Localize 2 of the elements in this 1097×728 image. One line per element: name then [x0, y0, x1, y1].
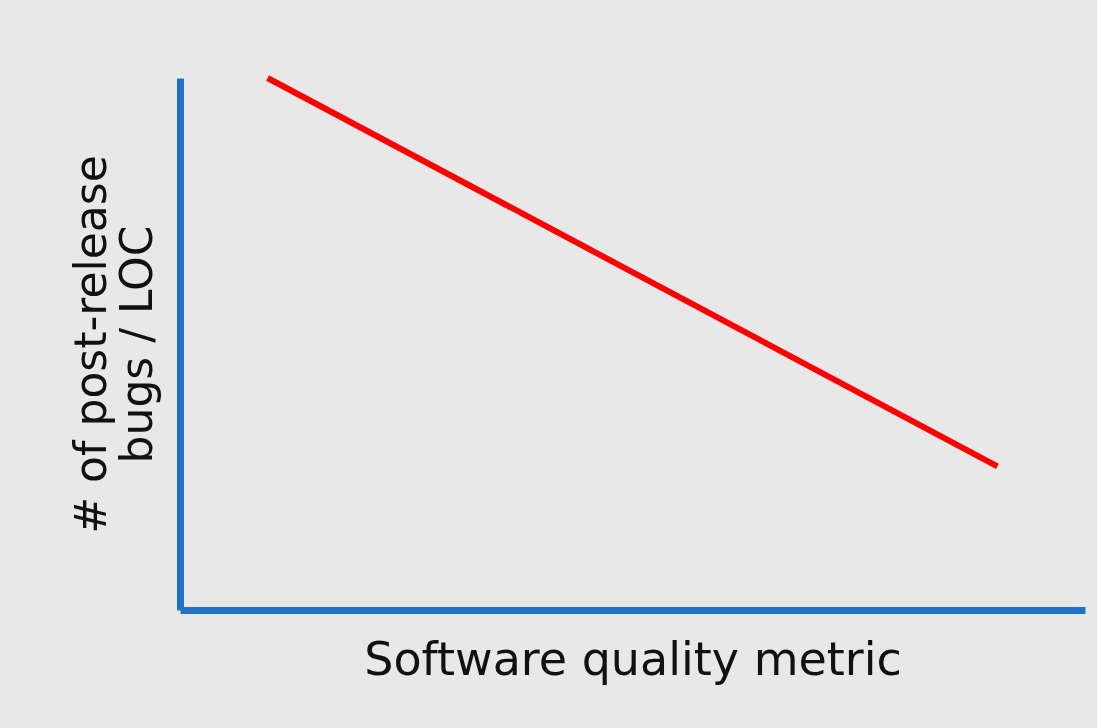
x-axis-title: Software quality metric [364, 631, 902, 686]
y-axis-title: # of post-release bugs / LOC [64, 155, 162, 534]
